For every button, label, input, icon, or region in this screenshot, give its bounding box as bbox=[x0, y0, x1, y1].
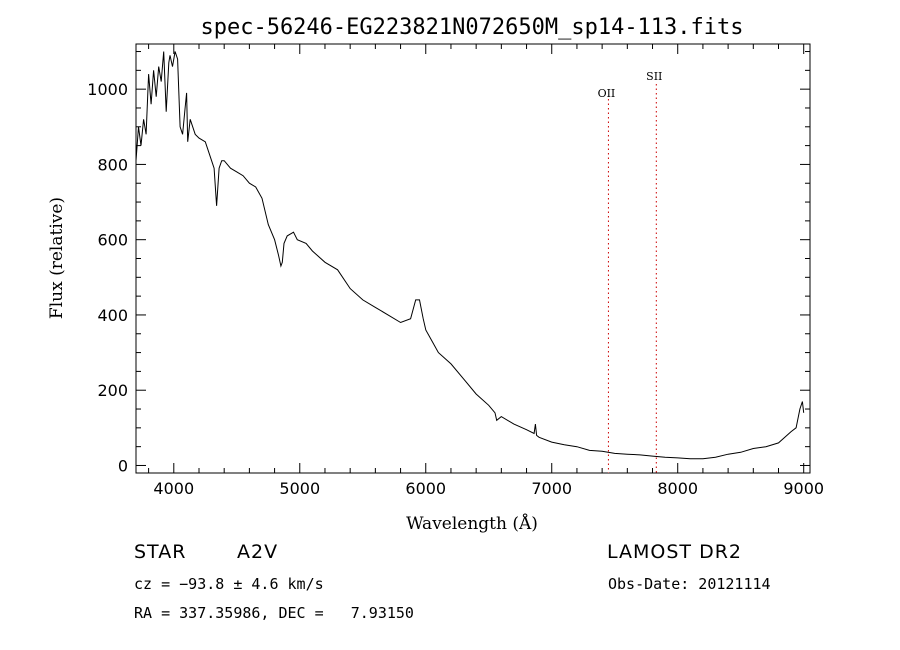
y-tick-label: 400 bbox=[97, 306, 128, 325]
y-axis-label: Flux (relative) bbox=[47, 197, 67, 319]
spectrum-line bbox=[135, 51, 805, 460]
y-tick-label: 0 bbox=[118, 456, 128, 475]
object-type: STAR bbox=[134, 541, 187, 563]
x-tick-label: 7000 bbox=[531, 479, 572, 498]
y-tick-label: 200 bbox=[97, 381, 128, 400]
x-tick-label: 8000 bbox=[657, 479, 698, 498]
survey-name: LAMOST DR2 bbox=[607, 541, 742, 563]
observation-date: Obs-Date: 20121114 bbox=[608, 575, 771, 593]
line-marker-label: SII bbox=[646, 70, 662, 83]
y-tick-label: 1000 bbox=[87, 80, 128, 99]
line-marker-label: OII bbox=[598, 87, 616, 100]
coordinates: RA = 337.35986, DEC = 7.93150 bbox=[134, 604, 414, 622]
spectral-subclass: A2V bbox=[237, 541, 279, 563]
x-axis-label: Wavelength (Å) bbox=[406, 513, 538, 534]
x-tick-label: 6000 bbox=[405, 479, 446, 498]
y-tick-label: 800 bbox=[97, 155, 128, 174]
x-tick-label: 5000 bbox=[279, 479, 320, 498]
x-tick-label: 9000 bbox=[783, 479, 824, 498]
chart-title: spec-56246-EG223821N072650M_sp14-113.fit… bbox=[200, 15, 743, 40]
x-tick-label: 4000 bbox=[153, 479, 194, 498]
redshift-value: cz = −93.8 ± 4.6 km/s bbox=[134, 575, 324, 593]
plot-frame bbox=[135, 43, 811, 474]
y-tick-label: 600 bbox=[97, 231, 128, 250]
